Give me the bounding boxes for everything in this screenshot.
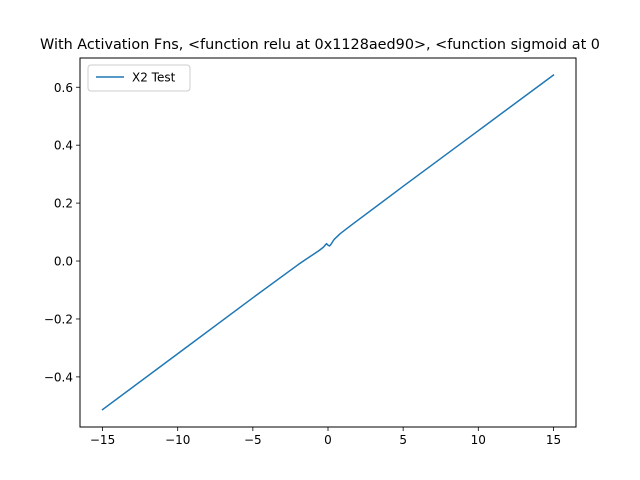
x-tick-label: −15: [90, 433, 115, 447]
chart-title: With Activation Fns, <function relu at 0…: [40, 37, 600, 53]
legend: X2 Test: [87, 64, 191, 92]
series-line-0: [101, 74, 555, 411]
x-tick-label: 5: [399, 433, 407, 447]
plot-area: −15 −10 −5 0 5 10 15 −0.4 −0.2 0.0 0.2 0.4 0.6: [44, 57, 577, 447]
y-axis-ticks: −0.4 −0.2 0.0 0.2 0.4 0.6: [44, 81, 80, 384]
y-tick-label: −0.4: [44, 370, 73, 384]
legend-label: X2 Test: [132, 71, 176, 85]
x-tick-label: −10: [165, 433, 190, 447]
x-tick-label: 0: [324, 433, 332, 447]
x-axis-ticks: −15 −10 −5 0 5 10 15: [90, 427, 561, 447]
x-tick-label: −5: [244, 433, 262, 447]
x-tick-label: 10: [471, 433, 486, 447]
y-tick-label: −0.2: [44, 312, 73, 326]
legend-box: [87, 64, 191, 92]
x-tick-label: 15: [546, 433, 561, 447]
y-tick-label: 0.0: [54, 255, 73, 269]
y-tick-label: 0.4: [54, 139, 73, 153]
y-tick-label: 0.6: [54, 81, 73, 95]
series-layer: [101, 74, 555, 411]
y-tick-label: 0.2: [54, 197, 73, 211]
